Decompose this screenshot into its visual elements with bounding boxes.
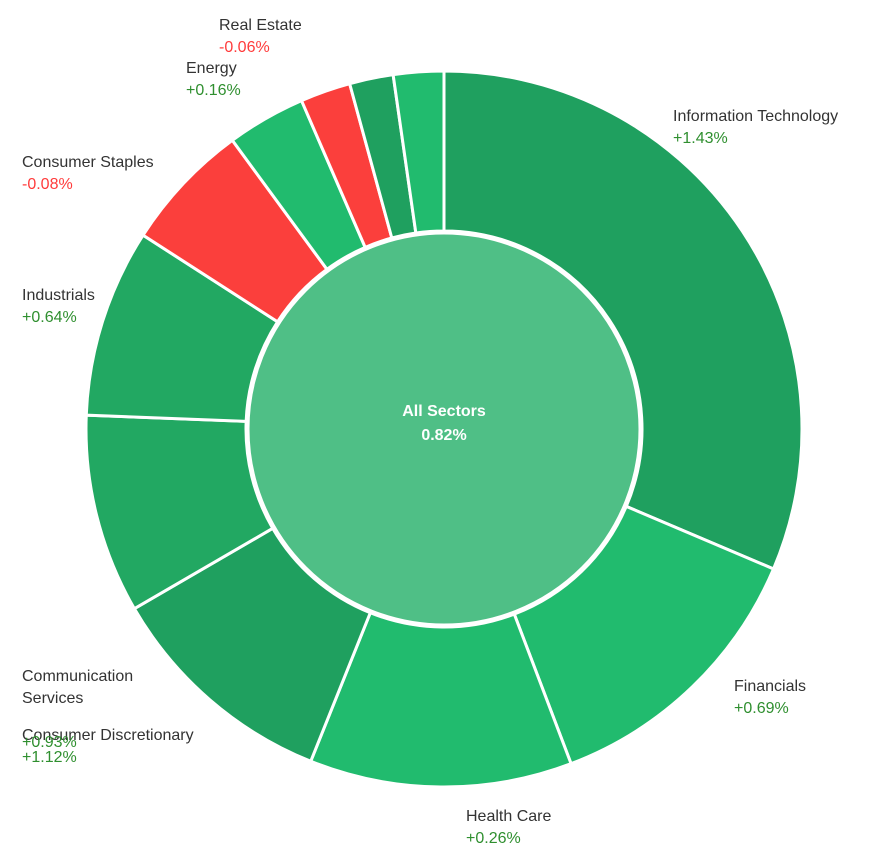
label-name: Real Estate <box>219 17 302 34</box>
center-all-sectors[interactable] <box>246 231 642 627</box>
label-change: +0.64% <box>22 309 77 326</box>
label-name: Energy <box>186 60 237 77</box>
label-consumer-discretionary[interactable]: Consumer Discretionary +1.12% <box>22 725 194 769</box>
label-change: +1.12% <box>22 749 77 766</box>
slice-utilities[interactable] <box>391 69 446 235</box>
label-consumer-staples[interactable]: Consumer Staples -0.08% <box>22 152 154 196</box>
label-real-estate[interactable]: Real Estate -0.06% <box>219 15 302 59</box>
label-information-technology[interactable]: Information Technology +1.43% <box>673 106 838 150</box>
label-change: +0.93% <box>22 734 77 751</box>
label-name: Communication Services <box>22 668 134 707</box>
label-energy[interactable]: Energy +0.16% <box>186 58 241 102</box>
label-name: Information Technology <box>673 108 839 125</box>
slice-information-technology[interactable] <box>442 69 804 571</box>
center-value: 0.82% <box>421 427 467 444</box>
label-change: +0.16% <box>186 82 241 99</box>
label-name: Consumer Discretionary <box>22 727 194 744</box>
slice-financials[interactable] <box>512 504 776 766</box>
label-health-care[interactable]: Health Care +0.26% <box>466 806 551 850</box>
label-communication-services[interactable]: Communication Services +0.93% <box>22 644 172 776</box>
label-change: +1.43% <box>673 130 728 147</box>
label-change: +0.69% <box>734 700 789 717</box>
center-label: All Sectors 0.82% <box>344 400 544 448</box>
label-change: +0.26% <box>466 830 521 847</box>
label-name: Health Care <box>466 808 552 825</box>
label-name: Consumer Staples <box>22 154 154 171</box>
center-title: All Sectors <box>402 403 486 420</box>
label-change: -0.06% <box>219 39 270 56</box>
label-name: Industrials <box>22 287 95 304</box>
label-name: Financials <box>734 678 807 695</box>
label-financials[interactable]: Financials +0.69% <box>734 676 806 720</box>
label-change: -0.08% <box>22 176 73 193</box>
label-industrials[interactable]: Industrials +0.64% <box>22 285 95 329</box>
